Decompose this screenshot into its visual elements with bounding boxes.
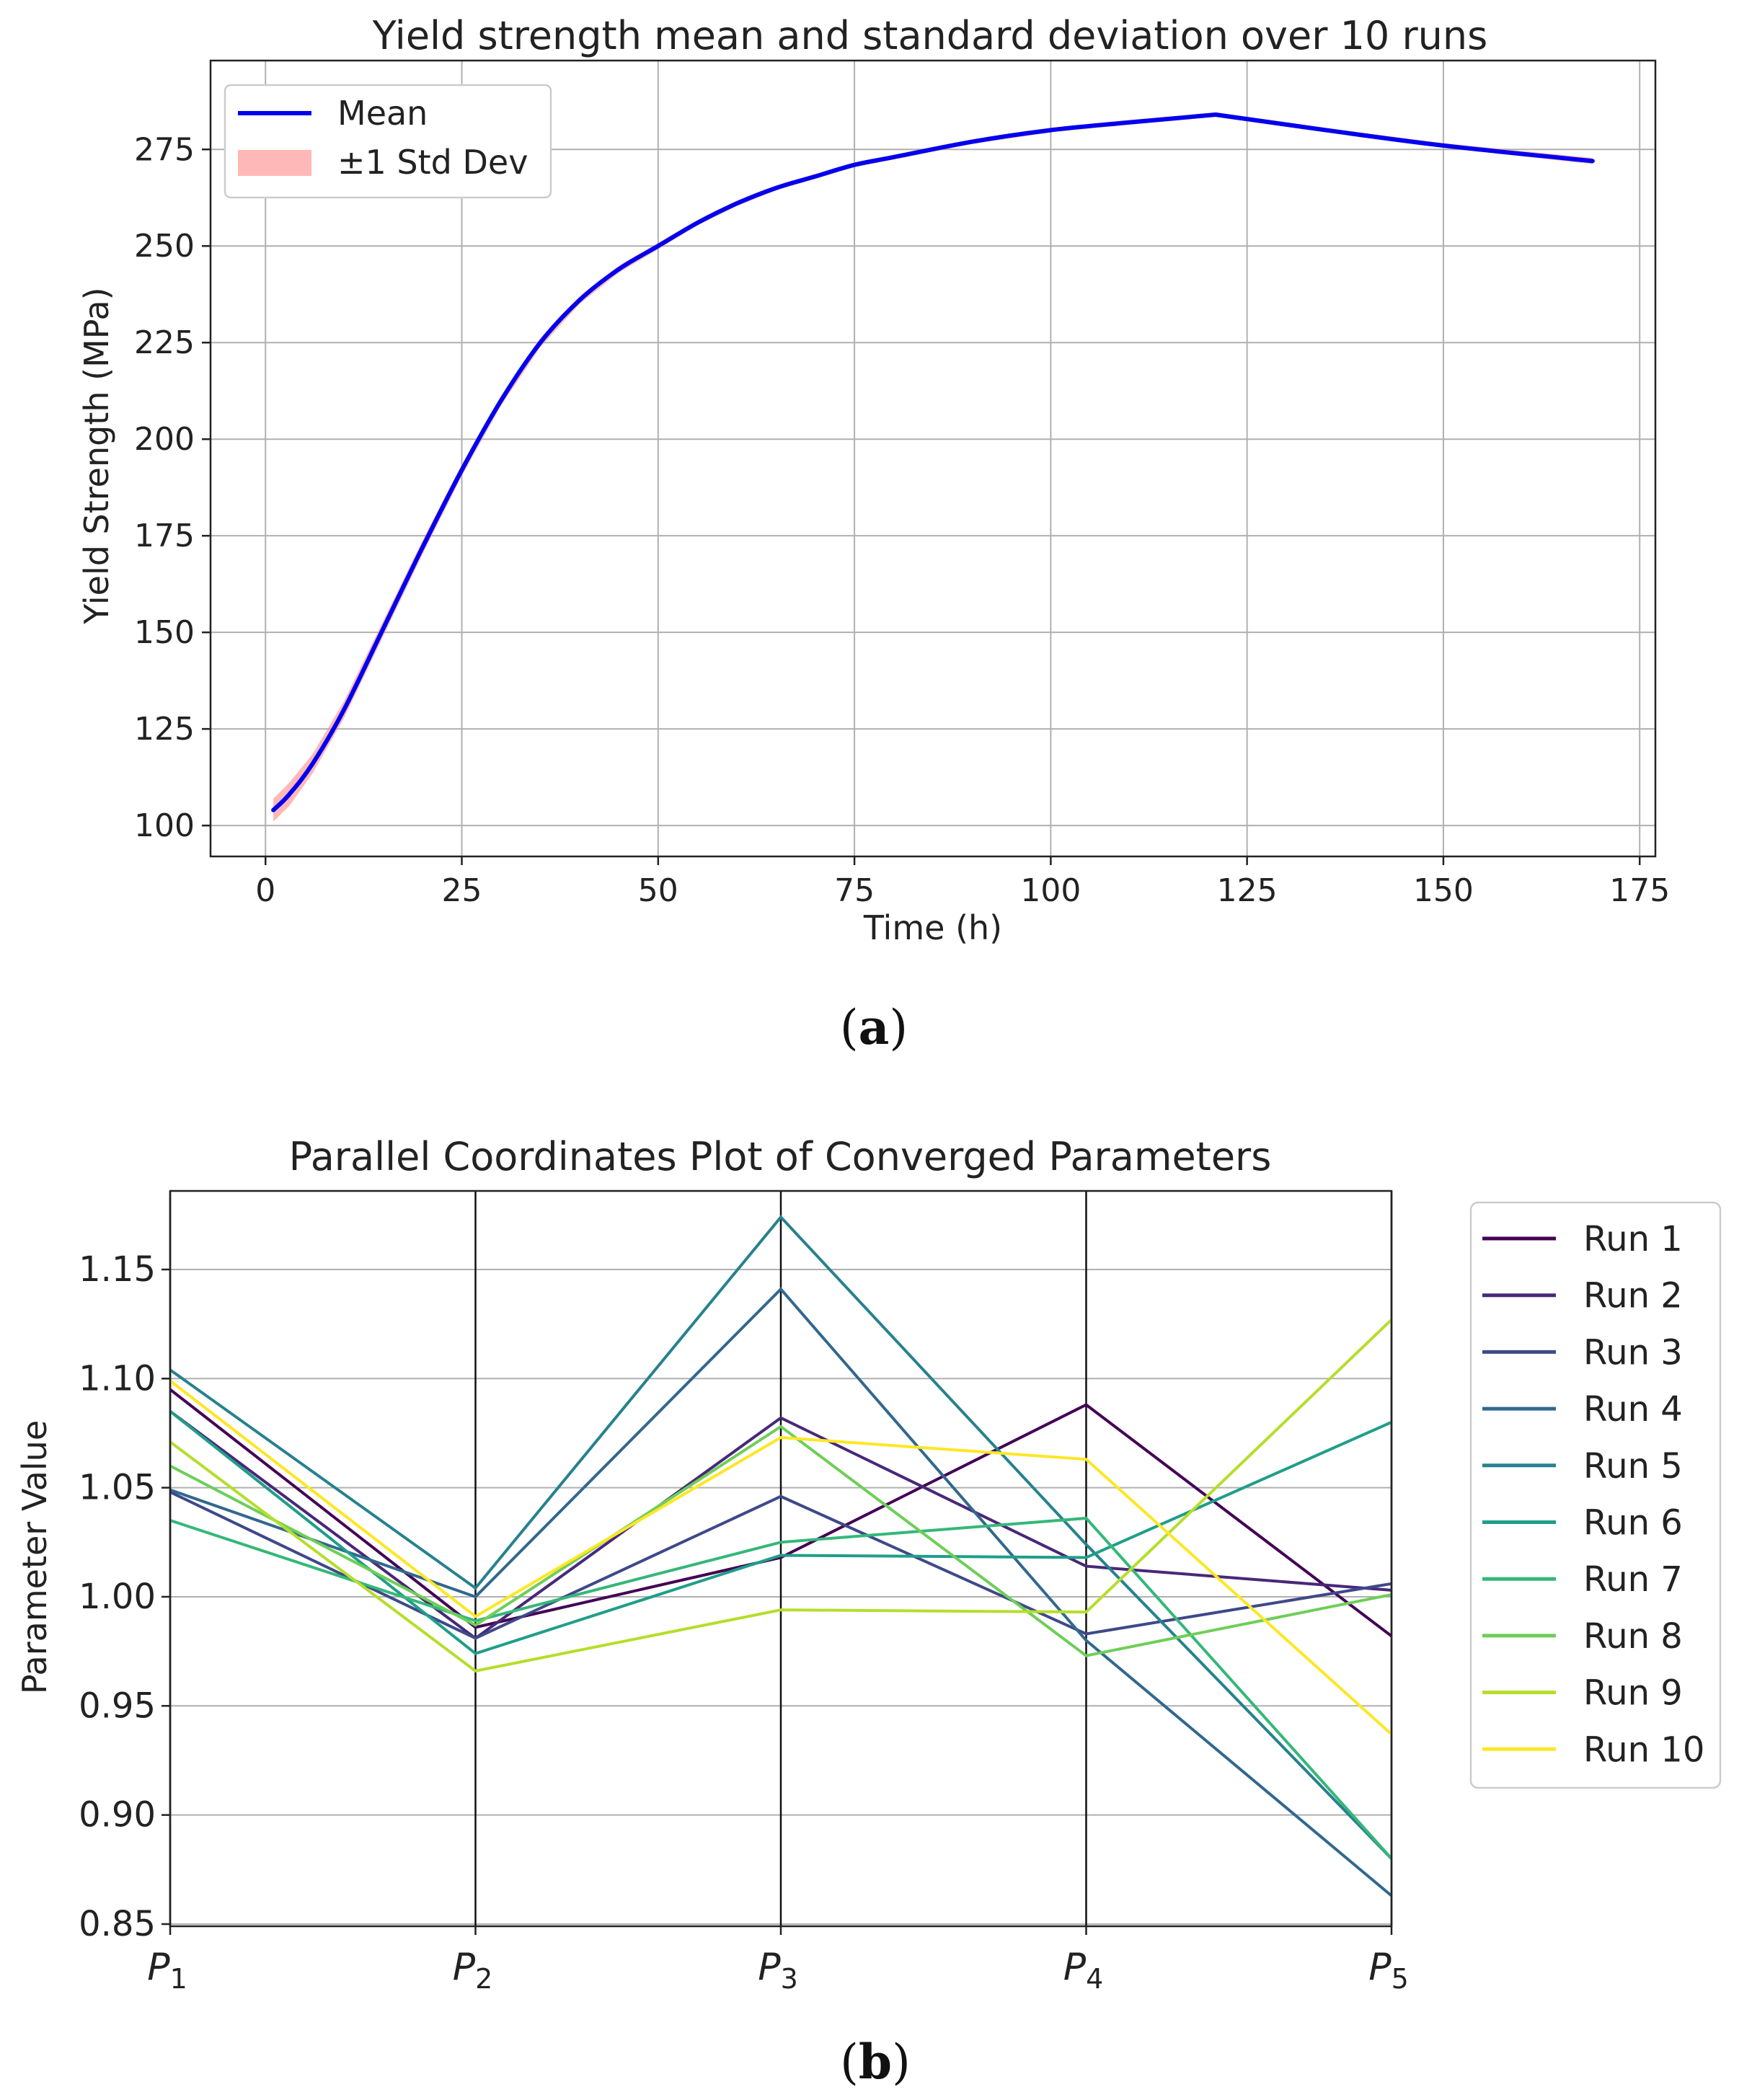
chart-a-y-tick-label: 225 [134,324,195,361]
chart-b: Parallel Coordinates Plot of Converged P… [15,1134,1722,2090]
legend-run-label: Run 4 [1583,1389,1683,1430]
parameter-axis-label-sub: 4 [1086,1963,1103,1995]
run-line-8 [169,1425,1392,1657]
chart-a-grid [211,61,1655,856]
chart-b-legend: Run 1 Run 2 Run 3 Run 4 Run 5 Run 6 Run 7 Run 8… [1469,1201,1722,1789]
chart-a-y-tick-label: 100 [134,807,195,844]
parameter-axis-label: P3 [758,1946,798,1995]
run-line-1 [169,1388,1393,1638]
chart-a-x-tick-label: 50 [638,872,678,909]
legend-mean-label: Mean [337,94,428,133]
chart-b-series [169,1215,1393,1897]
chart-a-y-label: Yield Strength (MPa) [77,287,116,624]
std-dev-band [273,112,1593,822]
legend-run-label: Run 3 [1583,1332,1683,1373]
chart-b-title: Parallel Coordinates Plot of Converged P… [289,1134,1272,1179]
chart-b-y-tick-label: 1.00 [79,1577,156,1617]
legend-run-label: Run 10 [1583,1729,1704,1770]
chart-a-x-tick-label: 100 [1020,872,1081,909]
chart-b-y-tick-label: 0.95 [79,1685,156,1726]
chart-b-y-label: Parameter Value [15,1420,54,1694]
chart-a-x-label: Time (h) [863,908,1002,947]
caption-a-letter: a [859,999,890,1055]
legend-run-label: Run 6 [1583,1503,1683,1543]
parameter-axis-label-sub: 3 [781,1963,798,1995]
parameter-axis-label-base: P [1368,1946,1392,1989]
chart-a-x-tick-label: 125 [1217,872,1278,909]
chart-a-x-tick-label: 175 [1609,872,1670,909]
parameter-axis-label: P2 [453,1946,493,1995]
chart-b-legend-box [1469,1201,1722,1789]
run-line-7 [169,1516,1393,1860]
chart-a-x-tick-label: 150 [1413,872,1474,909]
parameter-axis-label-sub: 5 [1392,1963,1409,1995]
chart-a-x-tick-label: 75 [834,872,875,909]
legend-run-label: Run 5 [1583,1446,1683,1487]
legend-run-label: Run 7 [1583,1559,1683,1600]
caption-b-letter: b [859,2034,892,2090]
legend-std-swatch [238,150,311,176]
chart-b-y-tick-label: 1.15 [79,1249,156,1290]
caption-a: (a) [840,999,908,1055]
chart-a-y-tick-label: 150 [134,614,195,651]
run-line-4 [169,1287,1393,1897]
legend-std-label: ±1 Std Dev [337,143,528,182]
run-line-5 [169,1215,1393,1860]
legend-run-label: Run 2 [1583,1276,1683,1316]
chart-a-legend: Mean ±1 Std Dev [224,84,552,199]
chart-a-x-ticks: 0 25 50 75 100 125 150 175 [255,856,1670,909]
chart-a-y-ticks: 100 125 150 175 200 225 250 275 [134,131,211,844]
chart-b-y-tick-label: 0.90 [79,1795,156,1835]
caption-b: (b) [840,2034,911,2090]
parameter-axis-label-sub: 2 [475,1963,492,1995]
mean-line [271,112,1595,812]
chart-b-y-tick-label: 0.85 [79,1904,156,1944]
parameter-axis-label: P5 [1368,1946,1409,1995]
chart-a: Yield strength mean and standard deviati… [77,13,1670,1055]
chart-a-plot-frame [209,59,1657,858]
parameter-axis-label-base: P [758,1946,781,1989]
chart-a-y-tick-label: 175 [134,518,195,554]
chart-a-y-tick-label: 275 [134,131,195,168]
chart-b-y-ticks: 0.85 0.90 0.95 1.00 1.05 1.10 1.15 [79,1249,170,1944]
chart-a-series [271,112,1595,812]
chart-a-y-tick-label: 250 [134,228,195,265]
run-line-9 [169,1319,1393,1673]
parameter-axis-label-base: P [147,1946,170,1989]
parameter-axis-label-sub: 1 [170,1963,187,1995]
run-line-10 [169,1379,1393,1736]
parameter-axis-label: P1 [147,1946,187,1995]
chart-b-y-tick-label: 1.05 [79,1468,156,1508]
chart-b-legend-items: Run 1 Run 2 Run 3 Run 4 Run 5 Run 6 Run 7 Run 8… [1482,1219,1704,1770]
parameter-axis-label-base: P [453,1946,476,1989]
legend-run-label: Run 1 [1583,1219,1683,1259]
parameter-axis-label-base: P [1063,1946,1087,1989]
parameter-axis-label: P4 [1063,1946,1104,1995]
chart-a-y-tick-label: 200 [134,421,195,458]
chart-a-std-band [273,112,1593,822]
legend-run-label: Run 8 [1583,1616,1683,1657]
legend-run-label: Run 9 [1583,1673,1683,1714]
chart-a-y-tick-label: 125 [134,711,195,748]
chart-a-title: Yield strength mean and standard deviati… [372,13,1488,58]
chart-a-x-tick-label: 25 [442,872,482,909]
chart-a-x-tick-label: 0 [255,872,275,909]
run-line-3 [169,1490,1392,1640]
chart-b-x-ticks: P1 P2 P3 P4 P5 [147,1926,1409,1995]
chart-b-y-tick-label: 1.10 [79,1358,156,1399]
